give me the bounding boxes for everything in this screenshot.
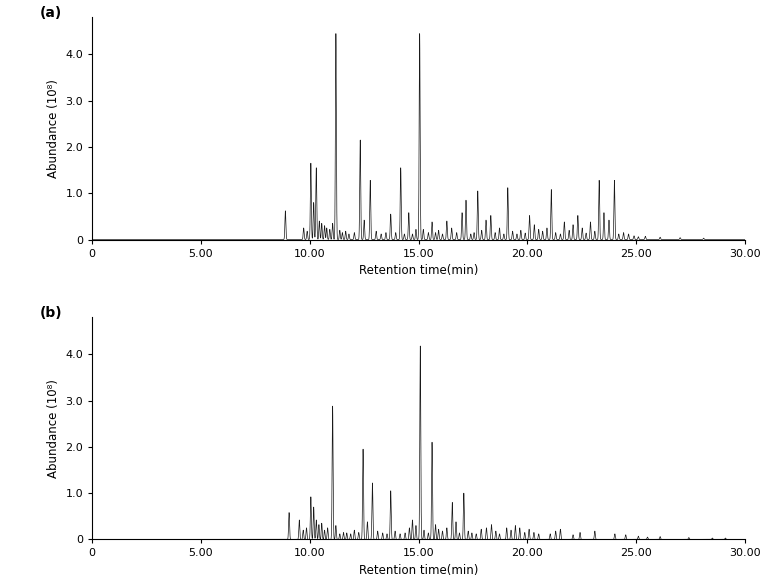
Y-axis label: Abundance (10⁸): Abundance (10⁸) <box>47 79 60 178</box>
Text: (b): (b) <box>40 306 62 320</box>
Text: (a): (a) <box>40 6 62 20</box>
X-axis label: Retention time(min): Retention time(min) <box>359 264 478 277</box>
Y-axis label: Abundance (10⁸): Abundance (10⁸) <box>47 379 60 478</box>
X-axis label: Retention time(min): Retention time(min) <box>359 564 478 577</box>
